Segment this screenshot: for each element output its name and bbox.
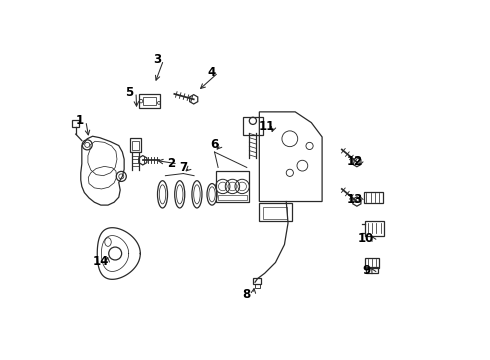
Bar [259,203,292,221]
Bar [365,221,384,235]
Bar [139,94,160,108]
Text: 1: 1 [75,114,83,127]
Text: 12: 12 [346,155,363,168]
Bar [132,140,139,149]
Text: 5: 5 [125,86,134,99]
Bar [364,192,383,203]
Text: 13: 13 [346,193,363,206]
Text: 10: 10 [358,231,374,244]
Bar [365,258,379,268]
Bar [143,97,156,105]
Text: 7: 7 [179,161,187,174]
Text: 4: 4 [208,66,216,79]
Bar [255,284,260,288]
Text: 14: 14 [93,255,109,268]
Bar [216,171,248,202]
Text: 11: 11 [259,121,275,134]
Bar [253,278,261,284]
Text: 3: 3 [153,53,161,66]
Text: 8: 8 [243,288,251,301]
Text: 9: 9 [362,264,370,277]
Bar [263,207,287,219]
Bar [130,138,141,152]
Text: 2: 2 [168,157,175,170]
Bar [218,195,247,200]
Bar [72,121,79,127]
Text: 6: 6 [210,138,219,151]
Bar [366,267,378,273]
